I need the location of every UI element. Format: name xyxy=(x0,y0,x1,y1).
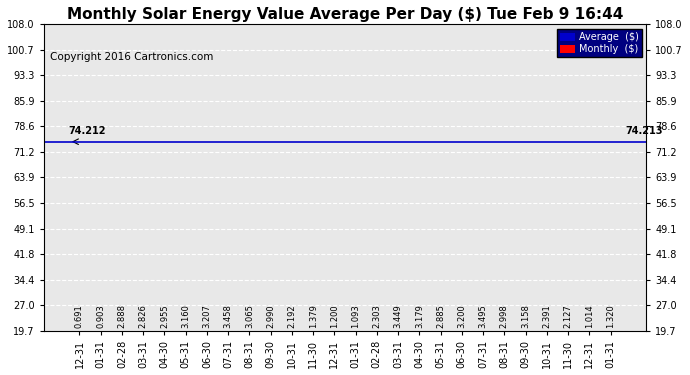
Text: 0.691: 0.691 xyxy=(75,304,84,328)
Legend: Average  ($), Monthly  ($): Average ($), Monthly ($) xyxy=(558,29,642,57)
Text: 1.379: 1.379 xyxy=(308,304,317,328)
Text: 2.955: 2.955 xyxy=(160,304,169,328)
Text: 2.990: 2.990 xyxy=(266,304,275,328)
Text: 3.458: 3.458 xyxy=(224,304,233,328)
Text: 3.160: 3.160 xyxy=(181,304,190,328)
Text: Copyright 2016 Cartronics.com: Copyright 2016 Cartronics.com xyxy=(50,52,213,62)
Text: 2.127: 2.127 xyxy=(564,304,573,328)
Text: 3.495: 3.495 xyxy=(479,304,488,328)
Text: 0.903: 0.903 xyxy=(96,304,106,328)
Text: 2.192: 2.192 xyxy=(288,304,297,328)
Text: 1.320: 1.320 xyxy=(606,304,615,328)
Text: 2.888: 2.888 xyxy=(117,304,126,328)
Text: 2.826: 2.826 xyxy=(139,304,148,328)
Text: 74.212: 74.212 xyxy=(69,126,106,136)
Text: 3.200: 3.200 xyxy=(457,304,466,328)
Text: 3.065: 3.065 xyxy=(245,304,254,328)
Text: 2.391: 2.391 xyxy=(542,304,551,328)
Text: 2.998: 2.998 xyxy=(500,304,509,328)
Text: 1.014: 1.014 xyxy=(584,304,594,328)
Text: 3.449: 3.449 xyxy=(393,304,402,328)
Text: 74.213: 74.213 xyxy=(625,126,663,136)
Text: 2.303: 2.303 xyxy=(373,304,382,328)
Text: 3.207: 3.207 xyxy=(202,304,211,328)
Text: 2.885: 2.885 xyxy=(436,304,445,328)
Text: 1.200: 1.200 xyxy=(330,304,339,328)
Title: Monthly Solar Energy Value Average Per Day ($) Tue Feb 9 16:44: Monthly Solar Energy Value Average Per D… xyxy=(67,7,623,22)
Text: 3.158: 3.158 xyxy=(521,304,530,328)
Text: 1.093: 1.093 xyxy=(351,304,360,328)
Text: 3.179: 3.179 xyxy=(415,304,424,328)
